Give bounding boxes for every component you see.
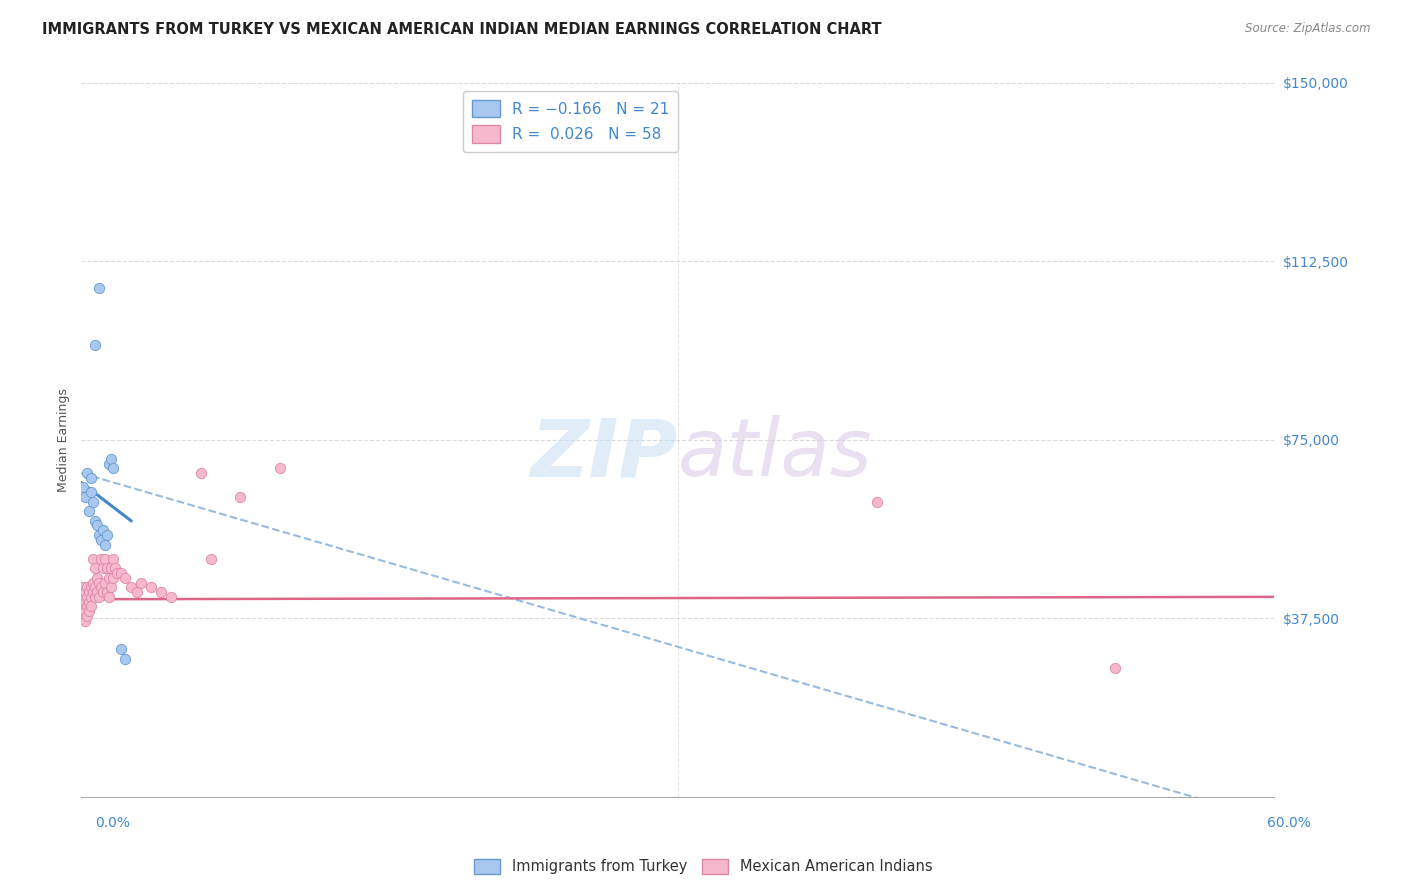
Point <box>72 599 94 614</box>
Text: 0.0%: 0.0% <box>96 816 131 830</box>
Point <box>77 604 100 618</box>
Point <box>72 608 94 623</box>
Point <box>125 585 148 599</box>
Point <box>98 590 121 604</box>
Point <box>82 494 104 508</box>
Point <box>75 585 97 599</box>
Point <box>80 485 103 500</box>
Point <box>110 642 132 657</box>
Point <box>76 608 98 623</box>
Point <box>84 337 107 351</box>
Point <box>96 528 118 542</box>
Point <box>110 566 132 580</box>
Point <box>75 604 97 618</box>
Point <box>72 480 94 494</box>
Point <box>82 575 104 590</box>
Text: IMMIGRANTS FROM TURKEY VS MEXICAN AMERICAN INDIAN MEDIAN EARNINGS CORRELATION CH: IMMIGRANTS FROM TURKEY VS MEXICAN AMERIC… <box>42 22 882 37</box>
Point <box>76 466 98 480</box>
Text: Source: ZipAtlas.com: Source: ZipAtlas.com <box>1246 22 1371 36</box>
Point <box>77 504 100 518</box>
Point <box>90 533 112 547</box>
Point <box>96 585 118 599</box>
Point <box>86 518 108 533</box>
Point <box>86 585 108 599</box>
Point <box>89 590 111 604</box>
Point <box>190 466 212 480</box>
Point <box>89 575 111 590</box>
Point <box>94 551 117 566</box>
Point <box>100 580 122 594</box>
Point <box>84 590 107 604</box>
Text: atlas: atlas <box>678 415 873 493</box>
Point <box>100 451 122 466</box>
Point <box>80 471 103 485</box>
Point <box>80 590 103 604</box>
Point <box>98 457 121 471</box>
Point <box>96 561 118 575</box>
Point <box>100 561 122 575</box>
Point <box>269 461 291 475</box>
Point <box>91 523 114 537</box>
Point <box>1104 661 1126 675</box>
Point <box>120 580 142 594</box>
Text: 60.0%: 60.0% <box>1267 816 1310 830</box>
Point <box>139 580 162 594</box>
Point <box>104 561 127 575</box>
Point <box>101 551 124 566</box>
Point <box>101 461 124 475</box>
Point <box>76 590 98 604</box>
Point <box>200 551 222 566</box>
Point <box>76 580 98 594</box>
Point <box>91 585 114 599</box>
Point <box>229 490 252 504</box>
Point <box>75 614 97 628</box>
Text: ZIP: ZIP <box>530 415 678 493</box>
Point <box>84 514 107 528</box>
Point <box>114 651 136 665</box>
Point <box>75 594 97 608</box>
Point <box>80 580 103 594</box>
Point <box>94 537 117 551</box>
Point <box>105 566 128 580</box>
Point <box>129 575 152 590</box>
Point <box>94 575 117 590</box>
Point <box>77 585 100 599</box>
Point <box>84 580 107 594</box>
Point <box>866 494 889 508</box>
Legend: R = −0.166   N = 21, R =  0.026   N = 58: R = −0.166 N = 21, R = 0.026 N = 58 <box>463 91 678 152</box>
Point <box>90 580 112 594</box>
Point <box>90 551 112 566</box>
Point <box>91 561 114 575</box>
Point <box>114 571 136 585</box>
Point <box>89 280 111 294</box>
Point <box>82 551 104 566</box>
Point <box>89 528 111 542</box>
Point <box>149 585 172 599</box>
Point <box>72 590 94 604</box>
Point <box>80 599 103 614</box>
Point <box>159 590 181 604</box>
Point <box>75 490 97 504</box>
Point <box>76 599 98 614</box>
Y-axis label: Median Earnings: Median Earnings <box>58 388 70 491</box>
Point <box>82 585 104 599</box>
Point <box>77 594 100 608</box>
Legend: Immigrants from Turkey, Mexican American Indians: Immigrants from Turkey, Mexican American… <box>468 853 938 880</box>
Point <box>101 571 124 585</box>
Point <box>72 580 94 594</box>
Point <box>84 561 107 575</box>
Point <box>98 571 121 585</box>
Point <box>86 571 108 585</box>
